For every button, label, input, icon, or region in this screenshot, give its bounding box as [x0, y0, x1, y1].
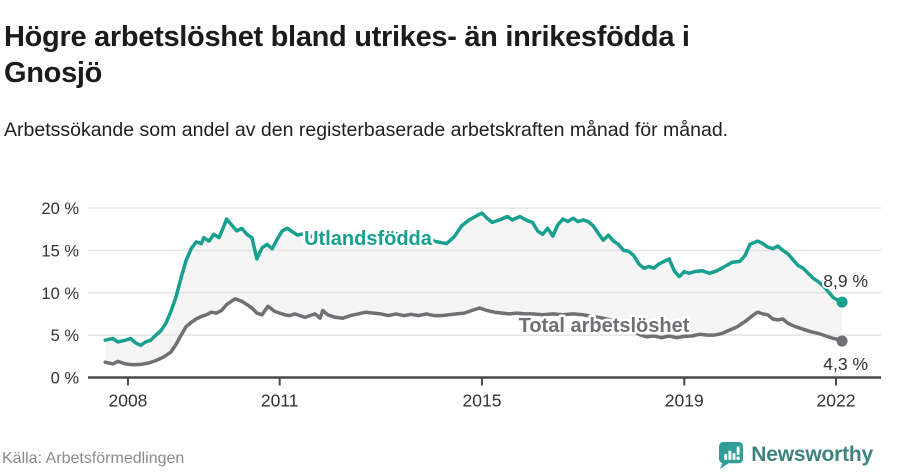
series-end-label-utlandsf-dda: 8,9 % [823, 271, 868, 291]
x-tick-label-2008: 2008 [108, 391, 147, 411]
x-tick-label-2011: 2011 [261, 391, 299, 411]
series-name-label-utlandsf-dda: Utlandsfödda [304, 228, 433, 250]
source-note: Källa: Arbetsförmedlingen [2, 450, 185, 467]
y-tick-label-10: 10 % [41, 285, 79, 303]
newsworthy-wordmark: Newsworthy [751, 443, 873, 466]
newsworthy-icon [719, 441, 744, 469]
x-tick-label-2015: 2015 [463, 391, 502, 411]
y-tick-label-20: 20 % [41, 200, 79, 218]
series-end-dot-total-arbetsl-shet [836, 335, 848, 347]
x-tick-label-2019: 2019 [665, 391, 704, 411]
x-tick-label-2022: 2022 [817, 391, 856, 411]
series-name-label-total-arbetsl-shet: Total arbetslöshet [519, 315, 690, 337]
y-tick-label-0: 0 % [51, 370, 80, 388]
newsworthy-logo[interactable]: Newsworthy [718, 441, 873, 469]
series-end-dot-utlandsf-dda [836, 296, 848, 308]
series-line-utlandsf-dda [103, 211, 844, 348]
unemployment-line-chart: 2008 2011 2015 2019 2022 0 % 5 % 10 % 15 % 20 % Ut… [41, 200, 881, 411]
y-tick-label-5: 5 % [51, 327, 80, 345]
series-end-label-total-arbetsl-shet: 4,3 % [823, 354, 868, 374]
y-tick-label-15: 15 % [41, 242, 79, 260]
page-title: Högre arbetslöshet bland utrikes- än inr… [4, 21, 690, 90]
series-line-total-arbetsl-shet [103, 296, 844, 367]
page-subtitle: Arbetssökande som andel av den registerb… [4, 118, 729, 141]
